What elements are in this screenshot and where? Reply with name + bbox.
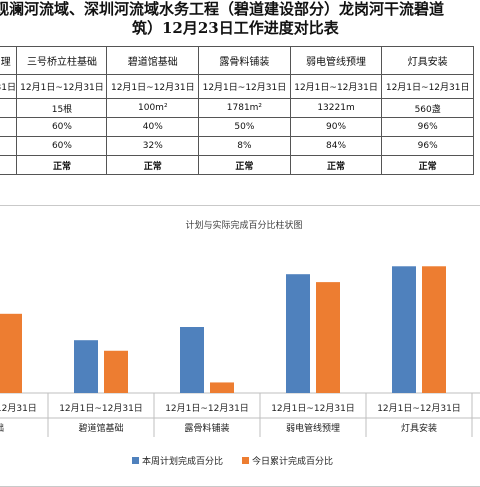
x-tick-date-label: 12月1日~12月31日 — [165, 403, 249, 414]
bar-actual — [104, 350, 128, 393]
table-row: 60% 40% 50% 90% 96% — [0, 117, 474, 137]
table-cell: 50% — [198, 117, 291, 137]
table-cell: 12月1日~12月31日 — [106, 74, 200, 99]
bar-actual — [210, 382, 234, 393]
table-cell: 理 — [0, 46, 18, 75]
legend-label: 本周计划完成百分比 — [142, 455, 223, 467]
table-cell: 12月1日~12月31日 — [289, 74, 383, 99]
table-row: 60% 32% 8% 84% 96% — [0, 136, 474, 156]
table-cell: 弱电管线预埋 — [289, 46, 383, 75]
table-cell: 90% — [289, 117, 383, 137]
table-header-row: 理三号桥立柱基础 碧道馆基础 露骨料铺装 弱电管线预埋 灯具安装 — [0, 46, 474, 75]
table-cell: 12月1日~12月31日 — [198, 74, 291, 99]
table-cell: 12月1日~12月31日 — [381, 74, 474, 99]
table-cell: 13221m — [289, 98, 383, 118]
x-tick-date-label: 12月1日~12月31日 — [271, 403, 355, 414]
table-cell: 40% — [106, 117, 200, 137]
bar-plan — [74, 340, 98, 393]
progress-bar-chart: 计划与实际完成百分比柱状图12月1日~12月31日基础12月1日~12月31日碧… — [0, 219, 480, 467]
table-cell: 84% — [289, 136, 383, 156]
x-tick-name-label: 弱电管线预埋 — [286, 422, 340, 434]
table-cell: 560盏 — [381, 98, 474, 118]
table-cell: 8% — [198, 136, 291, 156]
table-cell: 灯具安装 — [381, 46, 474, 75]
bar-plan — [180, 327, 204, 393]
table-row: 15根 100m² 1781m² 13221m 560盏 — [0, 98, 474, 118]
x-tick-date-label: 12月1日~12月31日 — [377, 403, 461, 414]
table-cell: 31日 — [0, 74, 18, 99]
bar-actual — [422, 266, 446, 393]
table-cell: 正常 — [106, 155, 200, 175]
bar-plan — [286, 274, 310, 393]
legend-swatch — [132, 457, 139, 464]
bar-plan — [392, 266, 416, 393]
progress-table-body: 理三号桥立柱基础碧道馆基础露骨料铺装弱电管线预埋灯具安装31日12月1日~12月… — [0, 46, 474, 175]
chart-frame: 计划与实际完成百分比柱状图12月1日~12月31日基础12月1日~12月31日碧… — [0, 205, 480, 487]
title-line-1: 观澜河流域、深圳河流域水务工程（碧道建设部分）龙岗河干流碧道 — [0, 0, 445, 18]
table-cell: 正常 — [381, 155, 474, 175]
table-cell: 三号桥立柱基础 — [16, 46, 108, 75]
table-cell — [0, 117, 18, 137]
table-cell: 60% — [16, 117, 108, 137]
bar-actual — [316, 282, 340, 393]
bar-actual — [0, 313, 22, 393]
table-cell — [0, 155, 18, 175]
table-cell: 100m² — [106, 98, 200, 118]
chart-title: 计划与实际完成百分比柱状图 — [185, 219, 302, 231]
table-cell: 正常 — [16, 155, 108, 175]
table-row: 31日12月1日~12月31日12月1日~12月31日12月1日~12月31日1… — [0, 74, 474, 99]
table-cell: 96% — [381, 136, 474, 156]
x-tick-name-label: 灯具安装 — [401, 422, 437, 434]
table-cell: 15根 — [16, 98, 108, 118]
document-title: 观澜河流域、深圳河流域水务工程（碧道建设部分）龙岗河干流碧道 筑）12月23日工… — [0, 0, 480, 40]
table-row: 正常 正常 正常 正常 正常 — [0, 155, 474, 175]
table-cell: 32% — [106, 136, 200, 156]
table-cell: 96% — [381, 117, 474, 137]
x-tick-date-label: 12月1日~12月31日 — [0, 403, 37, 414]
legend-swatch — [242, 457, 249, 464]
table-cell: 露骨料铺装 — [198, 46, 291, 75]
table-cell: 正常 — [289, 155, 383, 175]
table-cell — [0, 136, 18, 156]
x-tick-date-label: 12月1日~12月31日 — [59, 403, 143, 414]
legend-label: 今日累计完成百分比 — [252, 455, 333, 467]
x-tick-name-label: 基础 — [0, 422, 4, 434]
x-tick-name-label: 碧道馆基础 — [78, 422, 123, 434]
table-cell — [0, 98, 18, 118]
table-cell: 碧道馆基础 — [106, 46, 200, 75]
table-cell: 12月1日~12月31日 — [16, 74, 108, 99]
table-cell: 1781m² — [198, 98, 291, 118]
table-cell: 正常 — [198, 155, 291, 175]
x-tick-name-label: 露骨料铺装 — [184, 422, 229, 434]
progress-table: 理三号桥立柱基础碧道馆基础露骨料铺装弱电管线预埋灯具安装31日12月1日~12月… — [0, 46, 474, 175]
title-line-2: 筑）12月23日工作进度对比表 — [132, 19, 339, 37]
table-cell: 60% — [16, 136, 108, 156]
